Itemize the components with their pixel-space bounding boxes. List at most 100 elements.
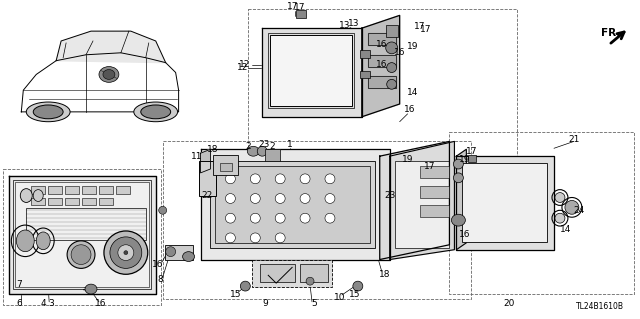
Ellipse shape — [306, 277, 314, 285]
Bar — [82, 186, 96, 194]
Text: 13: 13 — [348, 19, 360, 28]
Polygon shape — [200, 149, 211, 173]
Ellipse shape — [275, 174, 285, 184]
Text: 24: 24 — [573, 206, 584, 215]
Text: 8: 8 — [158, 275, 164, 284]
Bar — [360, 50, 370, 58]
Bar — [449, 131, 634, 294]
Text: 10: 10 — [334, 293, 346, 302]
Polygon shape — [362, 15, 399, 117]
Text: 23: 23 — [384, 191, 396, 200]
Ellipse shape — [300, 213, 310, 223]
Text: 18: 18 — [207, 145, 218, 154]
Ellipse shape — [26, 102, 70, 122]
Ellipse shape — [85, 284, 97, 294]
Bar — [48, 197, 62, 205]
Ellipse shape — [141, 105, 171, 119]
Bar — [15, 182, 148, 287]
Ellipse shape — [325, 174, 335, 184]
Polygon shape — [368, 77, 396, 88]
Ellipse shape — [275, 233, 285, 243]
Text: 12: 12 — [239, 60, 250, 69]
Bar — [252, 260, 332, 287]
Bar — [211, 161, 375, 248]
Text: 22: 22 — [201, 191, 212, 200]
Bar — [368, 33, 396, 45]
Text: FR.: FR. — [601, 28, 620, 38]
Ellipse shape — [565, 200, 579, 214]
Ellipse shape — [451, 214, 465, 226]
Text: 9: 9 — [262, 299, 268, 308]
Bar — [360, 70, 370, 78]
Bar — [3, 169, 161, 305]
Text: 2: 2 — [246, 142, 251, 151]
Bar — [265, 149, 280, 161]
Ellipse shape — [300, 194, 310, 204]
Text: 17: 17 — [465, 147, 477, 156]
Text: 4: 4 — [40, 299, 46, 308]
Bar — [462, 163, 547, 242]
Text: 17: 17 — [420, 25, 431, 34]
Polygon shape — [21, 53, 179, 112]
Ellipse shape — [300, 174, 310, 184]
Polygon shape — [10, 176, 156, 294]
Polygon shape — [390, 141, 454, 260]
Text: 16: 16 — [95, 299, 107, 308]
Ellipse shape — [104, 231, 148, 274]
Ellipse shape — [453, 159, 463, 169]
Ellipse shape — [325, 194, 335, 204]
Text: 5: 5 — [311, 299, 317, 308]
Ellipse shape — [257, 146, 268, 156]
Ellipse shape — [20, 189, 32, 203]
Ellipse shape — [555, 213, 565, 223]
Text: 16: 16 — [152, 260, 163, 269]
Text: 16: 16 — [404, 105, 415, 115]
Ellipse shape — [250, 174, 260, 184]
Text: 16: 16 — [376, 60, 387, 69]
Text: TL24B1610B: TL24B1610B — [575, 302, 623, 311]
Ellipse shape — [386, 42, 397, 54]
Bar — [164, 245, 193, 260]
Text: 19: 19 — [406, 42, 418, 51]
Ellipse shape — [453, 173, 463, 183]
Text: 15: 15 — [349, 291, 360, 300]
Text: 11: 11 — [191, 152, 202, 161]
Text: 16: 16 — [376, 41, 387, 49]
Ellipse shape — [134, 102, 178, 122]
Text: 15: 15 — [230, 291, 241, 300]
Bar — [386, 25, 397, 37]
Bar — [268, 33, 354, 108]
Text: 1: 1 — [287, 140, 293, 149]
Ellipse shape — [387, 79, 397, 89]
Text: 6: 6 — [17, 299, 22, 308]
Ellipse shape — [182, 252, 195, 262]
Bar — [296, 11, 306, 19]
Ellipse shape — [124, 251, 128, 255]
Ellipse shape — [67, 241, 95, 268]
Bar — [65, 197, 79, 205]
Bar — [13, 180, 151, 289]
Ellipse shape — [325, 213, 335, 223]
Bar — [216, 166, 370, 243]
Ellipse shape — [159, 206, 166, 214]
Bar — [116, 186, 130, 194]
Text: 3: 3 — [48, 299, 54, 308]
Bar — [198, 161, 216, 196]
Ellipse shape — [33, 189, 44, 202]
Ellipse shape — [241, 281, 250, 291]
Ellipse shape — [250, 194, 260, 204]
Bar — [65, 186, 79, 194]
Bar — [468, 155, 476, 162]
Ellipse shape — [33, 105, 63, 119]
Ellipse shape — [250, 233, 260, 243]
Polygon shape — [56, 31, 166, 63]
Bar — [220, 163, 232, 171]
Text: 16: 16 — [459, 230, 470, 240]
Bar — [214, 155, 238, 175]
Ellipse shape — [275, 194, 285, 204]
Bar — [99, 197, 113, 205]
Text: 23: 23 — [259, 140, 270, 149]
Text: 12: 12 — [237, 63, 248, 72]
Ellipse shape — [99, 67, 119, 82]
Ellipse shape — [17, 230, 35, 252]
